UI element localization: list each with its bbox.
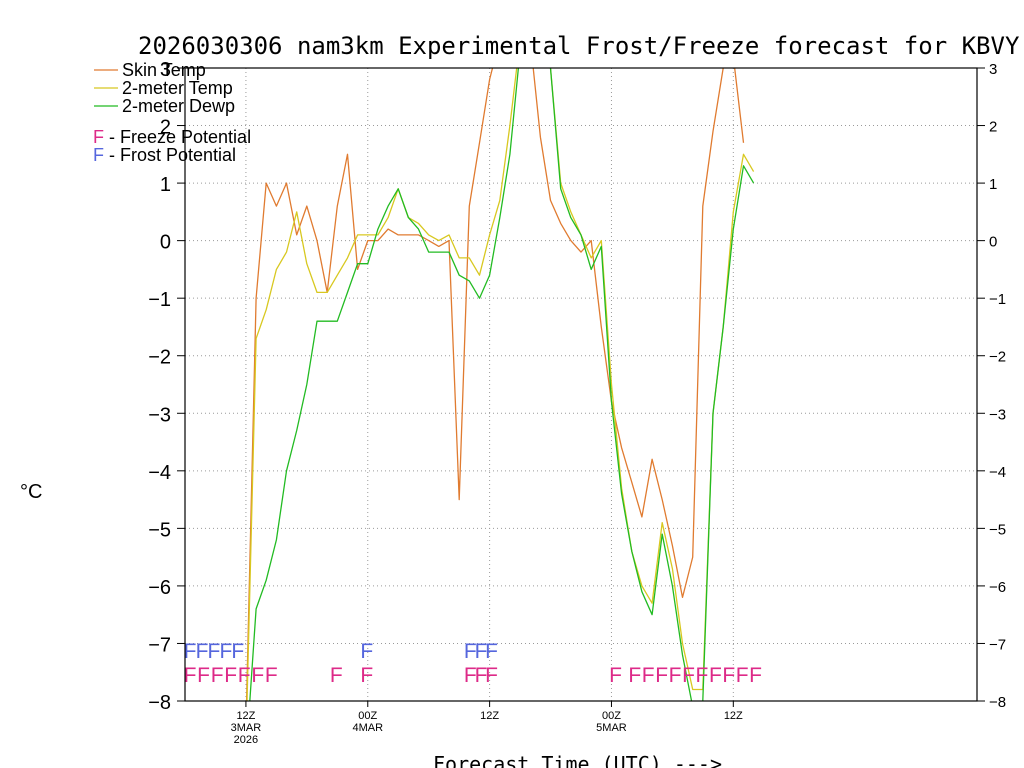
freeze-potential-marker: F xyxy=(184,664,197,687)
legend-potential-label: F - Frost Potential xyxy=(93,145,236,165)
freeze-potential-marker: F xyxy=(736,664,749,687)
y-tick-label-left: −7 xyxy=(148,634,171,656)
freeze-potential-marker: F xyxy=(464,664,477,687)
y-axis-label: °C xyxy=(20,481,42,503)
x-tick-label: 5MAR xyxy=(596,722,627,734)
y-tick-label-right: 1 xyxy=(989,176,997,193)
frost-potential-marker: F xyxy=(360,640,373,663)
freeze-potential-marker: F xyxy=(224,664,237,687)
y-tick-label-right: 0 xyxy=(989,234,997,251)
legend-potential-letter: F xyxy=(93,145,104,165)
y-tick-label-right: −4 xyxy=(989,464,1006,481)
y-tick-label-left: −3 xyxy=(148,404,171,426)
series-line-2-meter-temp xyxy=(246,68,755,701)
y-tick-label-left: −6 xyxy=(148,577,171,599)
y-tick-label-right: −3 xyxy=(989,406,1006,423)
freeze-potential-marker: F xyxy=(265,664,278,687)
y-tick-label-left: 1 xyxy=(160,174,171,196)
legend-potential-letter: F xyxy=(93,127,104,147)
frost-potential-marker: F xyxy=(207,640,220,663)
freeze-potential-marker: F xyxy=(642,664,655,687)
y-tick-label-right: −1 xyxy=(989,291,1006,308)
chart-title: 2026030306 nam3km Experimental Frost/Fre… xyxy=(138,32,1020,60)
x-axis-label: Forecast Time (UTC) ---> xyxy=(433,752,722,768)
freeze-potential-marker: F xyxy=(655,664,668,687)
series-group xyxy=(245,68,755,701)
y-tick-label-left: −5 xyxy=(148,519,171,541)
y-tick-label-right: −7 xyxy=(989,636,1006,653)
legend-potential-label: F - Freeze Potential xyxy=(93,127,251,147)
y-tick-label-left: −8 xyxy=(148,692,171,714)
freeze-potential-marker: F xyxy=(251,664,264,687)
x-tick-label: 00Z xyxy=(358,710,377,722)
legend-potential-text: - Frost Potential xyxy=(104,145,236,165)
x-tick-label: 12Z xyxy=(236,710,255,722)
y-tick-label-right: −6 xyxy=(989,579,1006,596)
freeze-potential-marker: F xyxy=(628,664,641,687)
freeze-potential-marker: F xyxy=(682,664,695,687)
frost-potential-marker: F xyxy=(231,640,244,663)
freeze-potential-marker: F xyxy=(749,664,762,687)
frost-potential-marker: F xyxy=(196,640,209,663)
freeze-potential-marker: F xyxy=(695,664,708,687)
x-tick-label: 3MAR xyxy=(231,722,262,734)
legend-potential-text: - Freeze Potential xyxy=(104,127,251,147)
grid xyxy=(185,68,977,701)
frost-potential-marker: F xyxy=(184,640,197,663)
y-tick-label-left: −2 xyxy=(148,347,171,369)
y-tick-label-left: −1 xyxy=(148,289,171,311)
plot-frame xyxy=(184,67,978,702)
frost-potential-marker: F xyxy=(475,640,488,663)
series-line-2-meter-dewp xyxy=(249,68,755,701)
freeze-potential-marker: F xyxy=(609,664,622,687)
freeze-potential-marker: F xyxy=(238,664,251,687)
freeze-potential-marker: F xyxy=(485,664,498,687)
y-tick-label-right: 2 xyxy=(989,119,997,136)
y-tick-label-right: 3 xyxy=(989,61,997,78)
frost-potential-marker: F xyxy=(485,640,498,663)
x-tick-label: 4MAR xyxy=(352,722,383,734)
y-tick-label-right: −2 xyxy=(989,349,1006,366)
y-tick-label-left: 3 xyxy=(160,59,171,81)
y-tick-label-left: −4 xyxy=(148,462,171,484)
y-tick-label-left: 2 xyxy=(160,117,171,139)
freeze-potential-marker: F xyxy=(197,664,210,687)
frost-potential-marker: F xyxy=(219,640,232,663)
series-line-skin-temp xyxy=(245,68,745,701)
x-tick-label: 00Z xyxy=(602,710,621,722)
freeze-potential-marker: F xyxy=(669,664,682,687)
freeze-potential-marker: F xyxy=(722,664,735,687)
x-tick-label: 2026 xyxy=(234,734,258,746)
freeze-potential-marker: F xyxy=(360,664,373,687)
freeze-potential-marker: F xyxy=(211,664,224,687)
legend-label: 2-meter Dewp xyxy=(122,96,235,116)
y-tick-label-right: −8 xyxy=(989,694,1006,711)
axes: −8 −8 −7 −7 −6 −6 −5 −5 −4 −4 −3 −3 −2 −2 −1 −1 0 0 1 1 2 2 3 3… xyxy=(148,59,1006,746)
x-tick-label: 12Z xyxy=(724,710,743,722)
freeze-potential-marker: F xyxy=(709,664,722,687)
frost-potential-marker: F xyxy=(464,640,477,663)
legend-label: 2-meter Temp xyxy=(122,78,233,98)
y-tick-label-right: −5 xyxy=(989,521,1006,538)
y-tick-label-left: 0 xyxy=(160,232,171,254)
x-tick-label: 12Z xyxy=(480,710,499,722)
freeze-potential-marker: F xyxy=(475,664,488,687)
freeze-potential-marker: F xyxy=(330,664,343,687)
legend-label: Skin Temp xyxy=(122,60,206,80)
